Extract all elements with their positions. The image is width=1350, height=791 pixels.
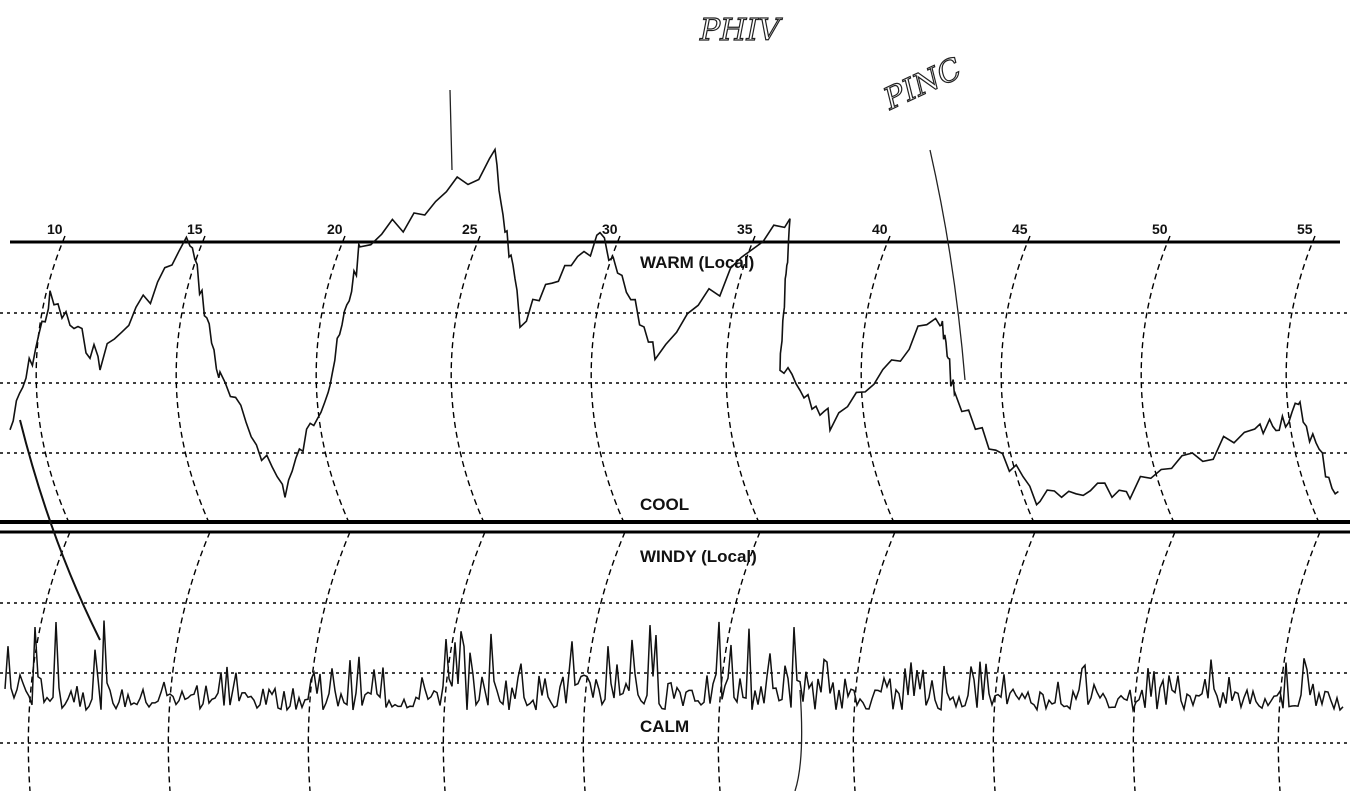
handwritten-note: PINC: [878, 51, 967, 117]
time-arc: [308, 532, 350, 791]
time-arc: [591, 236, 625, 525]
strip-chart: WARM (Local) COOL WINDY (Local) CALM PHI…: [0, 0, 1350, 791]
time-label: 40: [872, 221, 888, 237]
time-label: 15: [187, 221, 203, 237]
handwritten-note: PHIV: [699, 13, 783, 48]
time-label: 30: [602, 221, 618, 237]
time-label: 55: [1297, 221, 1313, 237]
time-arc: [28, 532, 70, 791]
calm-label: CALM: [640, 717, 689, 736]
temperature-trace: [10, 150, 1338, 505]
time-arc: [1133, 532, 1175, 791]
wind-trace: [5, 621, 1343, 711]
time-label: 10: [47, 221, 63, 237]
time-arc: [1141, 236, 1175, 525]
time-label: 45: [1012, 221, 1028, 237]
time-label: 25: [462, 221, 478, 237]
time-arc: [993, 532, 1035, 791]
time-arc: [168, 532, 210, 791]
time-arc: [36, 236, 70, 525]
time-label: 35: [737, 221, 753, 237]
cool-label: COOL: [640, 495, 689, 514]
pen-mark: [20, 420, 100, 640]
time-arc: [861, 236, 895, 525]
windy-label: WINDY (Local): [640, 547, 757, 566]
time-arc: [726, 236, 760, 525]
time-label: 50: [1152, 221, 1168, 237]
time-arc: [1286, 236, 1320, 525]
time-arc: [176, 236, 210, 525]
time-label: 20: [327, 221, 343, 237]
time-arc: [853, 532, 895, 791]
time-arc: [451, 236, 485, 525]
time-arc: [583, 532, 625, 791]
time-arc: [316, 236, 350, 525]
time-arc: [1278, 532, 1320, 791]
time-arc: [718, 532, 760, 791]
time-arc: [1001, 236, 1035, 525]
page: WARM (Local) COOL WINDY (Local) CALM PHI…: [0, 0, 1350, 791]
